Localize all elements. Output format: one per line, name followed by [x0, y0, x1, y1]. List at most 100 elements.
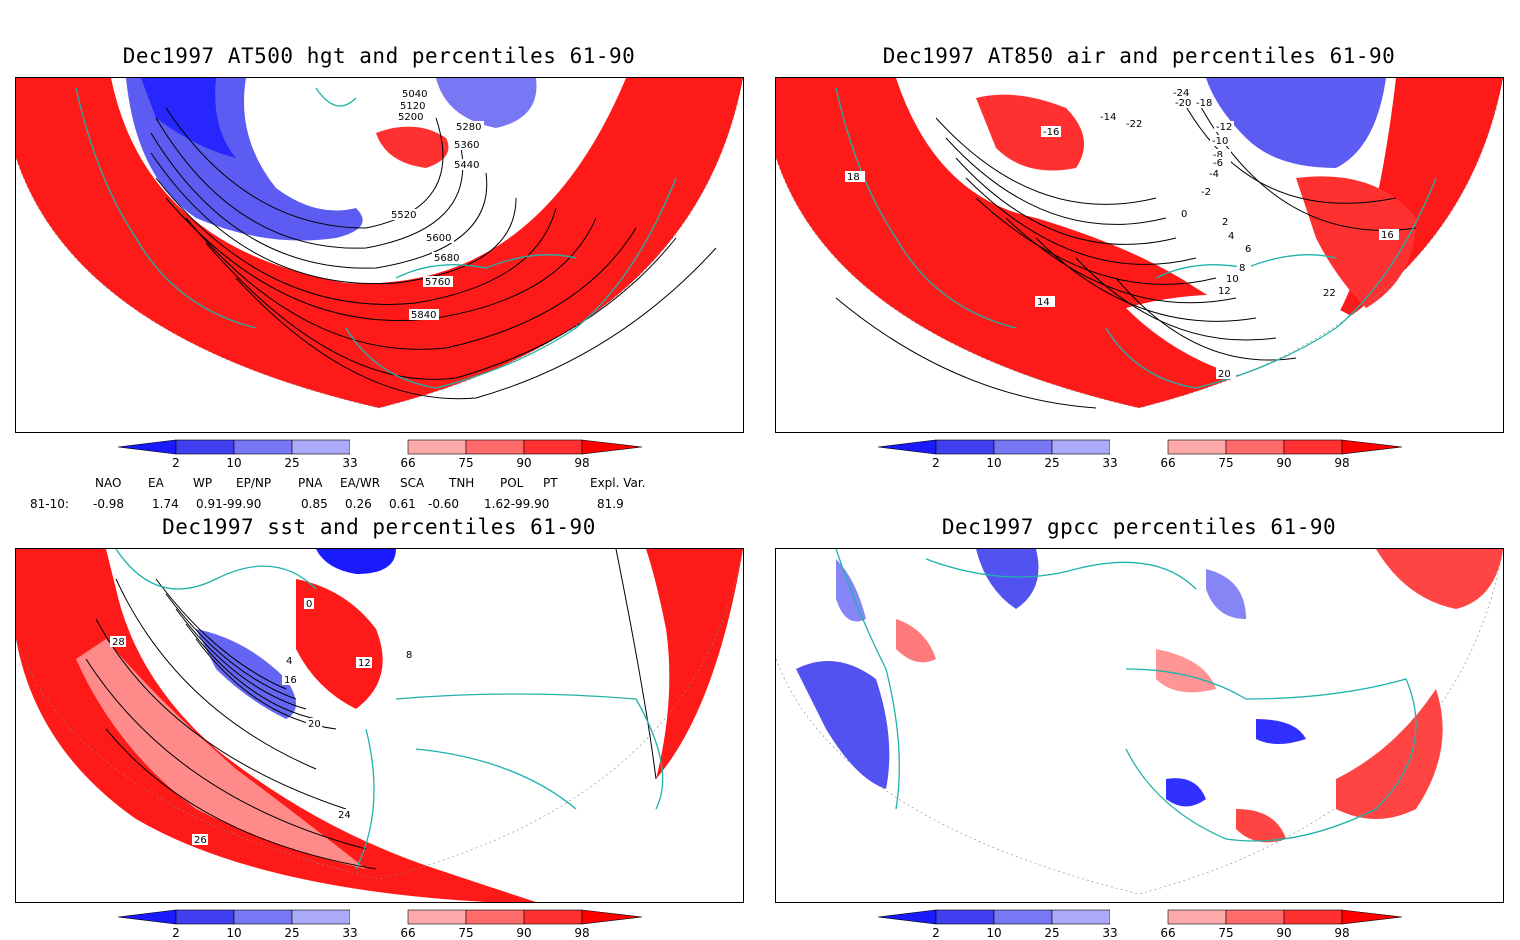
colorbar-tick-label: 33: [1102, 456, 1117, 470]
contour-label: 4: [1228, 231, 1234, 242]
contour-label: -2: [1201, 187, 1211, 198]
contour-label: 5200: [398, 112, 423, 123]
colorbar-tick-label: 75: [458, 456, 473, 470]
colorbar-arrow-low: [117, 909, 177, 925]
teleconnection-headers: NAO EA WP EP/NP PNA EA/WR SCA TNH POL PT…: [0, 476, 700, 492]
cold-anomaly-region: [196, 629, 296, 719]
contour-label: 5440: [454, 160, 479, 171]
contour-label: -4: [1209, 169, 1219, 180]
header-sca: SCA: [400, 476, 425, 490]
colorbar-tick-label: 25: [284, 456, 299, 470]
colorbar-segment: [175, 439, 235, 455]
value-wp-epnp: 0.91-99.90: [196, 497, 262, 511]
contour-label: 12: [1218, 286, 1231, 297]
colorbar-arrow-high: [581, 909, 643, 925]
value-pol-pt: 1.62-99.90: [484, 497, 550, 511]
colorbar-tick-label: 98: [1334, 926, 1349, 940]
contour-label: 5840: [411, 310, 436, 321]
value-ea: 1.74: [152, 497, 179, 511]
contour-label: 12: [358, 658, 371, 669]
colorbar-segment: [1225, 439, 1285, 455]
contour-label: -24: [1173, 88, 1189, 99]
colorbar-arrow-low: [877, 439, 937, 455]
colorbar-segment: [291, 439, 351, 455]
colorbar-tick-label: 10: [226, 926, 241, 940]
colorbar-arrow-high: [581, 439, 643, 455]
colorbar-arrow-low: [117, 439, 177, 455]
contour-label: -6: [1213, 158, 1223, 169]
contour-label: 5280: [456, 122, 481, 133]
contour-label: 5520: [391, 210, 416, 221]
contour-label: -18: [1196, 98, 1212, 109]
contour-label: 0: [306, 599, 312, 610]
colorbar-segment: [935, 439, 995, 455]
colorbar-segment: [350, 440, 408, 454]
panel3-title: Dec1997 sst and percentiles 61-90: [162, 515, 596, 539]
map-panel-hgt500: 5040 5120 5200 5280 5360 5440 5520 5600 …: [15, 77, 744, 433]
colorbar-arrow-high: [1341, 909, 1403, 925]
contour-label: 4: [286, 656, 292, 667]
contour-label: 5040: [402, 89, 427, 100]
contour-label: 5680: [434, 253, 459, 264]
value-eawr: 0.26: [345, 497, 372, 511]
value-nao: -0.98: [93, 497, 125, 511]
colorbar-segment: [291, 909, 351, 925]
colorbar-segment: [1110, 440, 1168, 454]
value-pna: 0.85: [301, 497, 328, 511]
contour-label: 28: [112, 637, 125, 648]
contour-label: 8: [1239, 263, 1245, 274]
header-ea-wr: EA/WR: [340, 476, 381, 490]
colorbar-tick-label: 75: [1218, 926, 1233, 940]
value-expl-var: 81.9: [597, 497, 624, 511]
contour-label: 24: [338, 810, 351, 821]
header-wp: WP: [193, 476, 213, 490]
contour-label: -10: [1212, 136, 1228, 147]
colorbar-tick-label: 90: [516, 456, 531, 470]
colorbar-segment: [1110, 910, 1168, 924]
wet-anomaly-region: [796, 549, 1306, 807]
contour-label: 20: [308, 719, 321, 730]
header-ea: EA: [148, 476, 164, 490]
colorbar-tick-label: 25: [1044, 926, 1059, 940]
contour-label: 14: [1037, 297, 1050, 308]
colorbar-segment: [407, 439, 467, 455]
colorbar-tick-label: 33: [342, 926, 357, 940]
contour-label: 2: [1222, 217, 1228, 228]
header-pt: PT: [543, 476, 558, 490]
colorbar-tick-label: 98: [574, 926, 589, 940]
row-label: 81-10:: [30, 497, 69, 511]
map-panel-gpcc: [775, 548, 1504, 903]
map-panel-air850: -24 -22 -20 -18 -16 -14 -12 -10 -8 -6 -4…: [775, 77, 1504, 433]
contour-label: 16: [1381, 230, 1394, 241]
contour-label: 22: [1323, 288, 1336, 299]
contour-label: 26: [194, 835, 207, 846]
contour-label: 8: [406, 650, 412, 661]
colorbar-segment: [350, 910, 408, 924]
contour-label: 0: [1181, 209, 1187, 220]
colorbar-tick-label: 2: [172, 926, 180, 940]
colorbar-tick-label: 10: [226, 456, 241, 470]
header-pna: PNA: [298, 476, 323, 490]
colorbar-segment: [465, 909, 525, 925]
colorbar-arrow-high: [1341, 439, 1403, 455]
value-sca: 0.61: [389, 497, 416, 511]
colorbar-segment: [523, 439, 583, 455]
colorbar-tick-label: 66: [1160, 926, 1175, 940]
colorbar-tick-label: 10: [986, 456, 1001, 470]
panel4-title: Dec1997 gpcc percentiles 61-90: [941, 515, 1337, 539]
contour-label: -12: [1216, 122, 1232, 133]
cold-anomaly-region: [1206, 78, 1386, 168]
panel1-title: Dec1997 AT500 hgt and percentiles 61-90: [122, 44, 636, 68]
header-pol: POL: [500, 476, 524, 490]
contour-label: 10: [1226, 274, 1239, 285]
colorbar-tick-label: 25: [1044, 456, 1059, 470]
colorbar-tick-label: 66: [1160, 456, 1175, 470]
colorbar-tick-label: 33: [1102, 926, 1117, 940]
colorbar-segment: [1225, 909, 1285, 925]
colorbar-tick-label: 25: [284, 926, 299, 940]
colorbar-tick-label: 10: [986, 926, 1001, 940]
contour-label: 5360: [454, 140, 479, 151]
contour-label: 5760: [425, 277, 450, 288]
colorbar-segment: [1167, 439, 1227, 455]
colorbar-segment: [233, 909, 293, 925]
